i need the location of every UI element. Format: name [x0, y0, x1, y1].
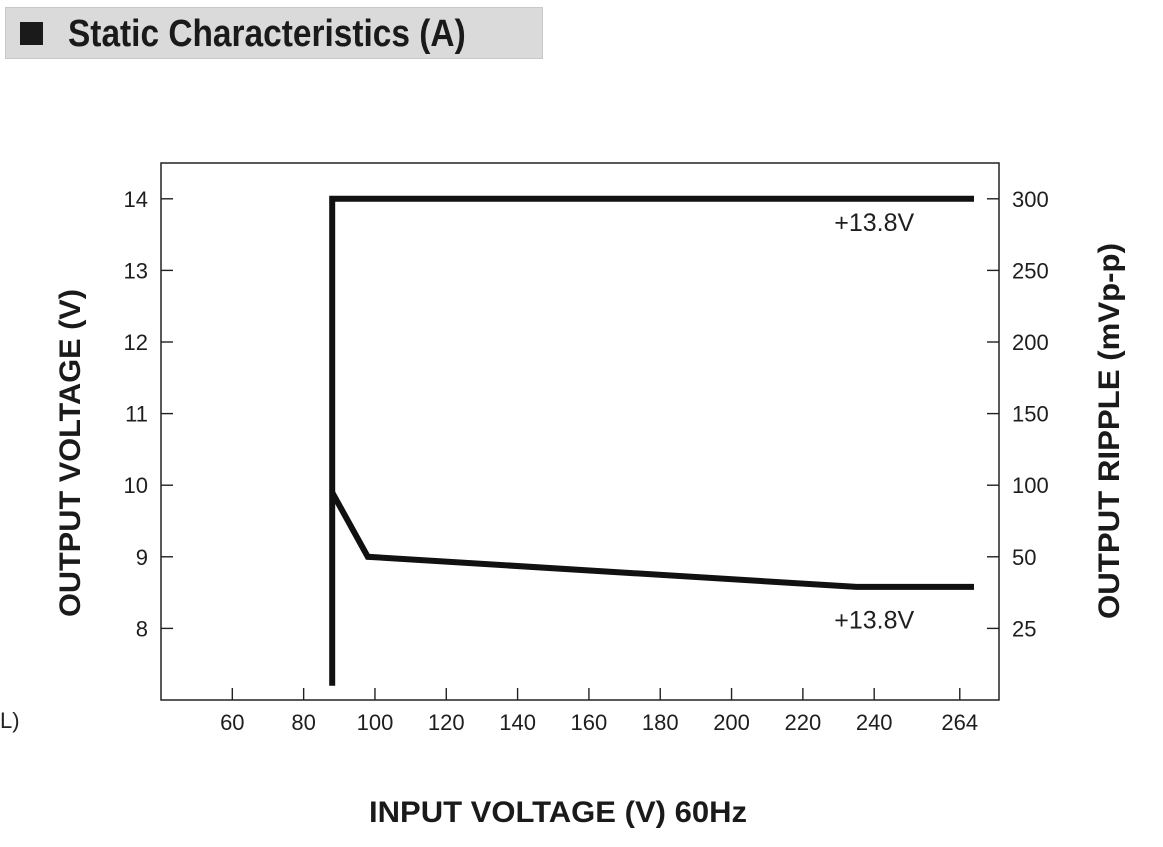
y-tick-label: 9	[136, 545, 148, 570]
x-tick-label: 60	[220, 710, 244, 735]
x-tick-label: 120	[428, 710, 465, 735]
x-tick-label: 220	[785, 710, 822, 735]
y-tick-label: 8	[136, 616, 148, 641]
y2-tick-label: 100	[1012, 473, 1049, 498]
series-annotation-2: +13.8V	[834, 606, 914, 634]
x-tick-label: 80	[291, 710, 315, 735]
series-layer	[329, 195, 974, 686]
y-tick-label: 14	[124, 187, 148, 212]
series-annotation-1: +13.8V	[834, 209, 914, 237]
plot-frame	[160, 162, 1000, 701]
square-bullet-icon	[20, 22, 43, 45]
cropped-label-fragment: L)	[0, 708, 20, 733]
series-line-1	[329, 195, 974, 686]
y2-tick-label: 50	[1012, 545, 1036, 570]
y-tick-label: 11	[125, 402, 148, 427]
title-banner: Static Characteristics (A)	[5, 7, 543, 59]
x-tick-label: 264	[941, 710, 978, 735]
y2-tick-label: 150	[1012, 402, 1049, 427]
y-tick-label: 12	[124, 330, 148, 355]
y-tick-label: 10	[124, 473, 148, 498]
x-tick-label: 200	[713, 710, 750, 735]
x-tick-label: 180	[642, 710, 679, 735]
y2-axis-title: OUTPUT RIPPLE (mVp-p)	[1093, 243, 1126, 619]
annotation-layer: +13.8V +13.8V	[834, 209, 914, 634]
y-axis-left: 8 9 10 11 12 13 14	[124, 187, 173, 641]
x-axis-title: INPUT VOLTAGE (V) 60Hz	[369, 796, 747, 829]
x-tick-label: 100	[357, 710, 394, 735]
x-tick-label: 140	[499, 710, 536, 735]
y2-tick-label: 25	[1012, 616, 1036, 641]
y-axis-right: 25 50 100 150 200 250 300	[987, 187, 1049, 641]
y-tick-label: 13	[124, 258, 148, 283]
x-tick-label: 240	[856, 710, 893, 735]
y2-tick-label: 200	[1012, 330, 1049, 355]
x-tick-label: 160	[571, 710, 608, 735]
chart-title: Static Characteristics (A)	[68, 13, 466, 55]
x-axis: 60 80 100 120 140 160 180 200 220 240 264	[220, 688, 978, 735]
series-line-2	[329, 490, 974, 590]
y-axis-title: OUTPUT VOLTAGE (V)	[54, 289, 87, 617]
y2-tick-label: 250	[1012, 258, 1049, 283]
y2-tick-label: 300	[1012, 187, 1049, 212]
